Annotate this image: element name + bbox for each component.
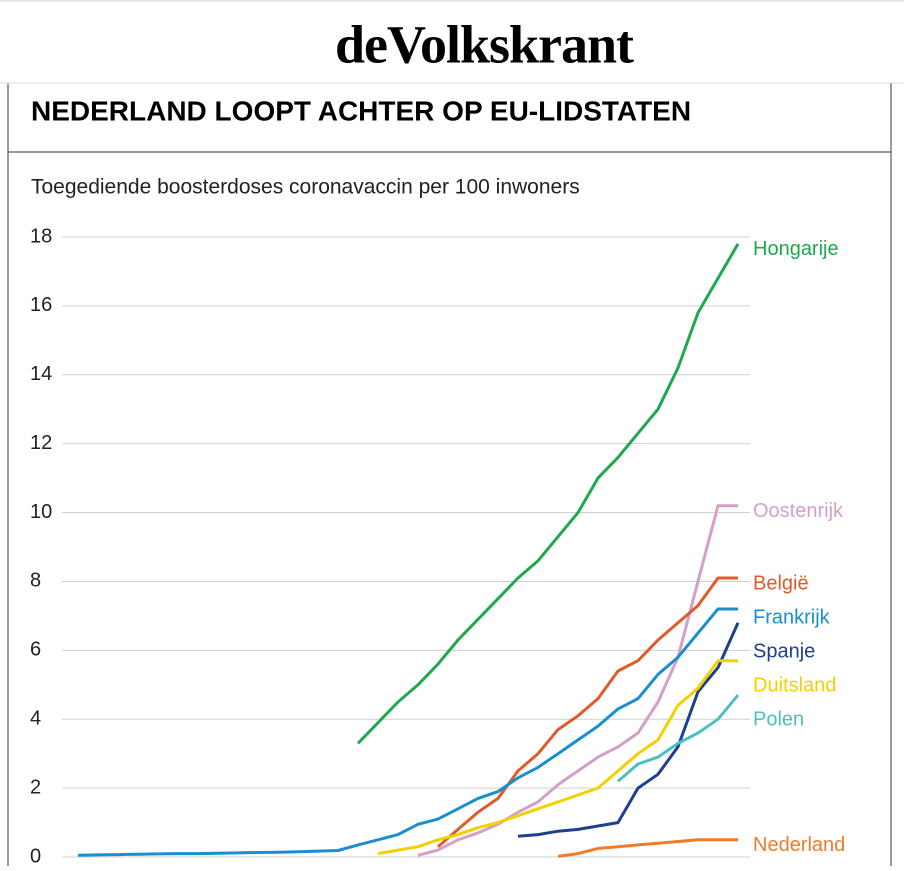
series-line [356, 243, 740, 745]
series-label: Polen [753, 708, 804, 730]
y-tick-label: 18 [30, 225, 52, 247]
y-tick-label: 10 [30, 501, 52, 523]
y-tick-label: 4 [30, 708, 41, 730]
series-line [417, 504, 738, 857]
masthead: deVolkskrant [335, 14, 634, 74]
y-tick-label: 14 [30, 363, 52, 385]
y-tick-label: 0 [30, 845, 41, 866]
y-tick-label: 12 [30, 432, 52, 454]
series-line [377, 659, 738, 856]
y-tick-label: 8 [30, 570, 41, 592]
series-line [437, 576, 738, 848]
y-tick-label: 16 [30, 294, 52, 316]
series-line [617, 694, 740, 783]
chart-subtitle: Toegediende boosterdoses coronavaccin pe… [31, 176, 580, 199]
y-tick-label: 2 [30, 776, 41, 798]
series-label: Nederland [753, 834, 845, 856]
series-label: Duitsland [753, 674, 836, 696]
series-line [77, 607, 738, 857]
plot: 0 2 4 6 8 10 12 14 16 18 Hongarije Oostenrijk België… [30, 225, 845, 867]
y-tick-label: 6 [30, 639, 41, 661]
series-label: België [753, 572, 809, 594]
series-line [557, 838, 738, 858]
series-line [517, 622, 740, 838]
series-label: Frankrijk [753, 606, 831, 628]
series-label: Oostenrijk [753, 500, 844, 522]
series-label: Hongarije [753, 238, 839, 260]
chart-title: NEDERLAND LOOPT ACHTER OP EU-LIDSTATEN [31, 95, 691, 126]
series-label: Spanje [753, 640, 815, 662]
